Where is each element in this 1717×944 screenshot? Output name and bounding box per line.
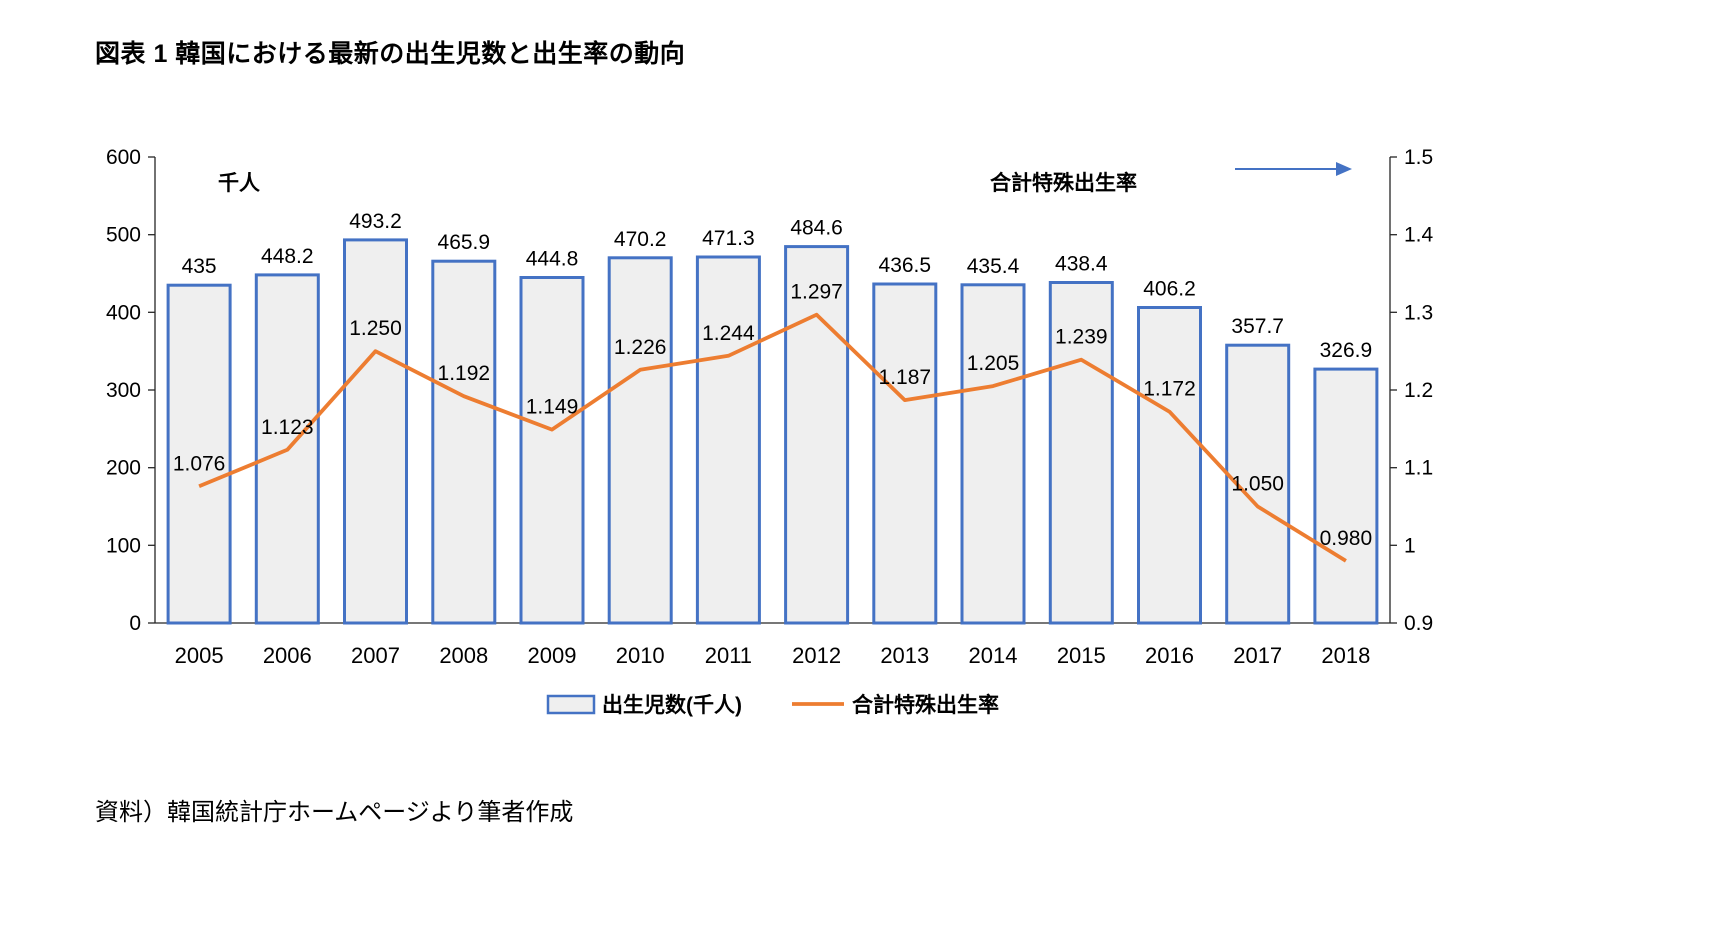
right-axis-tick-label: 1.4 <box>1404 224 1434 247</box>
bar-value-label: 406.2 <box>1143 278 1196 301</box>
right-axis-tick-label: 0.9 <box>1404 612 1433 635</box>
bar-2008 <box>431 259 497 625</box>
bar-value-label: 438.4 <box>1055 253 1108 276</box>
bar-value-label: 493.2 <box>349 210 402 233</box>
rate-value-label: 1.250 <box>349 317 402 340</box>
bar-value-label: 357.7 <box>1231 315 1284 338</box>
bar-2013 <box>872 282 938 625</box>
bar-2005 <box>166 283 232 625</box>
left-axis-tick-label: 600 <box>106 146 141 169</box>
bar-value-label: 435.4 <box>967 255 1020 278</box>
year-label: 2009 <box>528 643 577 668</box>
bar-2015 <box>1048 281 1114 625</box>
bar-value-label: 448.2 <box>261 245 314 268</box>
rate-value-label: 1.192 <box>438 362 491 385</box>
right-axis-tick-label: 1.5 <box>1404 146 1433 169</box>
bar-value-label: 444.8 <box>526 248 579 271</box>
year-label: 2015 <box>1057 643 1106 668</box>
fertility-rate-line <box>198 312 1347 563</box>
year-label: 2017 <box>1233 643 1282 668</box>
right-axis-tick-label: 1.1 <box>1404 457 1433 480</box>
left-axis-tick-label: 500 <box>106 224 141 247</box>
bar-2011 <box>695 255 761 625</box>
rate-value-label: 1.076 <box>173 452 226 475</box>
rate-value-label: 1.226 <box>614 336 667 359</box>
rate-value-label: 0.980 <box>1320 527 1373 550</box>
left-axis-tick-label: 200 <box>106 457 141 480</box>
legend-line-label: 合計特殊出生率 <box>852 693 999 717</box>
right-axis-title-label: 合計特殊出生率 <box>990 171 1137 195</box>
left-axis-tick-label: 400 <box>106 301 141 324</box>
bar-value-label: 471.3 <box>702 227 755 250</box>
chart-title: 図表 1 韓国における最新の出生児数と出生率の動向 <box>95 40 686 68</box>
year-label: 2010 <box>616 643 665 668</box>
year-label: 2005 <box>175 643 224 668</box>
bar-value-label: 484.6 <box>790 217 843 240</box>
year-label: 2006 <box>263 643 312 668</box>
legend-bar-label: 出生児数(千人) <box>602 693 742 717</box>
source-note: 資料）韓国統計庁ホームページより筆者作成 <box>95 799 574 826</box>
right-axis-tick-label: 1.2 <box>1404 379 1433 402</box>
year-label: 2012 <box>792 643 841 668</box>
bar-value-label: 326.9 <box>1320 339 1373 362</box>
bar-2012 <box>784 245 850 625</box>
rate-value-label: 1.123 <box>261 416 314 439</box>
bar-2009 <box>519 276 585 625</box>
rate-value-label: 1.239 <box>1055 326 1108 349</box>
right-axis-arrowhead-icon <box>1336 162 1352 176</box>
rate-value-label: 1.172 <box>1143 378 1196 401</box>
rate-value-label: 1.297 <box>790 281 843 304</box>
year-label: 2016 <box>1145 643 1194 668</box>
left-axis-unit-label: 千人 <box>218 172 260 195</box>
rate-value-label: 1.050 <box>1231 473 1284 496</box>
bar-value-label: 436.5 <box>879 254 932 277</box>
year-label: 2013 <box>880 643 929 668</box>
left-axis-tick-label: 300 <box>106 379 141 402</box>
rate-value-label: 1.187 <box>879 366 932 389</box>
bar-value-label: 465.9 <box>438 231 491 254</box>
right-axis-tick-label: 1 <box>1404 534 1416 557</box>
bar-value-label: 435 <box>182 255 217 278</box>
bar-2016 <box>1137 306 1202 625</box>
year-label: 2008 <box>439 643 488 668</box>
year-label: 2014 <box>969 643 1018 668</box>
rate-value-label: 1.205 <box>967 352 1020 375</box>
bar-2014 <box>960 283 1026 625</box>
rate-value-label: 1.244 <box>702 322 755 345</box>
year-label: 2018 <box>1321 643 1370 668</box>
legend-bar-swatch-icon <box>546 694 596 715</box>
left-axis-tick-label: 100 <box>106 534 141 557</box>
year-label: 2011 <box>705 643 752 668</box>
bar-2007 <box>343 238 408 625</box>
right-axis-tick-label: 1.3 <box>1404 301 1433 324</box>
left-axis-tick-label: 0 <box>129 612 141 635</box>
bar-2010 <box>607 256 673 625</box>
year-label: 2007 <box>351 643 400 668</box>
rate-value-label: 1.149 <box>526 396 579 419</box>
bar-value-label: 470.2 <box>614 228 667 251</box>
bar-2018 <box>1313 367 1379 625</box>
